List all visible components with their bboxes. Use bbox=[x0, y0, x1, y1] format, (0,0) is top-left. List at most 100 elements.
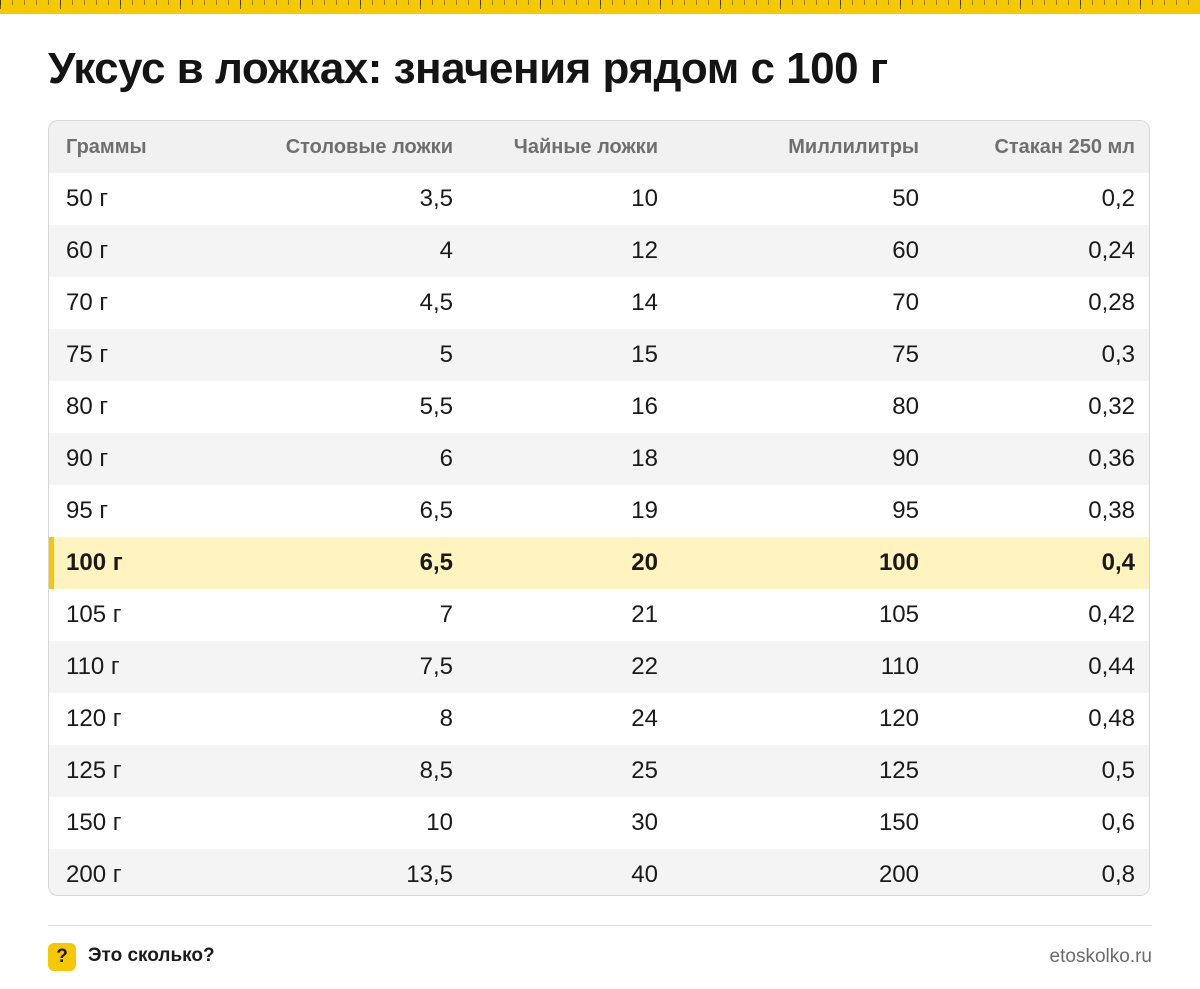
cell-teaspoons: 14 bbox=[469, 277, 674, 329]
highlight-marker bbox=[49, 537, 54, 589]
cell-value: 10 bbox=[631, 185, 658, 212]
cell-glass: 0,6 bbox=[935, 797, 1149, 849]
cell-value: 5 bbox=[439, 341, 453, 368]
cell-grams: 200 г bbox=[49, 849, 219, 895]
cell-milliliters: 60 bbox=[674, 225, 935, 277]
cell-value: 0,28 bbox=[1088, 289, 1135, 316]
cell-value: 5,5 bbox=[419, 393, 453, 420]
table-row: 70 г 4,5 14 70 0,28 bbox=[49, 277, 1149, 329]
cell-grams: 75 г bbox=[49, 329, 219, 381]
cell-grams: 50 г bbox=[49, 173, 219, 225]
cell-value: 13,5 bbox=[406, 861, 453, 888]
table-row: 200 г 13,5 40 200 0,8 bbox=[49, 849, 1149, 895]
cell-value: 80 г bbox=[66, 393, 109, 420]
table-row: 120 г 8 24 120 0,48 bbox=[49, 693, 1149, 745]
cell-tablespoons: 10 bbox=[219, 797, 469, 849]
cell-tablespoons: 8,5 bbox=[219, 745, 469, 797]
cell-glass: 0,42 bbox=[935, 589, 1149, 641]
cell-value: 0,48 bbox=[1088, 705, 1135, 732]
cell-value: 8 bbox=[439, 705, 453, 732]
table-row: 125 г 8,5 25 125 0,5 bbox=[49, 745, 1149, 797]
cell-teaspoons: 15 bbox=[469, 329, 674, 381]
cell-value: 0,5 bbox=[1101, 757, 1135, 784]
cell-value: 105 г bbox=[66, 601, 122, 628]
cell-tablespoons: 7 bbox=[219, 589, 469, 641]
cell-value: 120 г bbox=[66, 705, 122, 732]
cell-value: 14 bbox=[631, 289, 658, 316]
cell-value: 22 bbox=[631, 653, 658, 680]
cell-milliliters: 95 bbox=[674, 485, 935, 537]
cell-value: 0,3 bbox=[1101, 341, 1135, 368]
table-row: 90 г 6 18 90 0,36 bbox=[49, 433, 1149, 485]
cell-value: 19 bbox=[631, 497, 658, 524]
cell-value: 8,5 bbox=[419, 757, 453, 784]
cell-milliliters: 90 bbox=[674, 433, 935, 485]
cell-value: 0,32 bbox=[1088, 393, 1135, 420]
cell-glass: 0,8 bbox=[935, 849, 1149, 895]
cell-tablespoons: 8 bbox=[219, 693, 469, 745]
cell-value: 75 bbox=[892, 341, 919, 368]
cell-tablespoons: 7,5 bbox=[219, 641, 469, 693]
cell-value: 0,8 bbox=[1101, 861, 1135, 888]
cell-value: 12 bbox=[631, 237, 658, 264]
cell-value: 95 г bbox=[66, 497, 109, 524]
site-url[interactable]: etoskolko.ru bbox=[1049, 946, 1152, 967]
cell-tablespoons: 4 bbox=[219, 225, 469, 277]
cell-teaspoons: 21 bbox=[469, 589, 674, 641]
cell-value: 50 г bbox=[66, 185, 109, 212]
cell-value: 110 bbox=[880, 653, 919, 680]
cell-tablespoons: 13,5 bbox=[219, 849, 469, 895]
cell-glass: 0,28 bbox=[935, 277, 1149, 329]
cell-value: 18 bbox=[631, 445, 658, 472]
cell-teaspoons: 16 bbox=[469, 381, 674, 433]
cell-value: 95 bbox=[892, 497, 919, 524]
column-header-milliliters: Миллилитры bbox=[788, 135, 919, 158]
cell-milliliters: 105 bbox=[674, 589, 935, 641]
cell-value: 15 bbox=[631, 341, 658, 368]
cell-value: 110 г bbox=[66, 653, 120, 680]
ruler-stripe bbox=[0, 0, 1200, 14]
cell-tablespoons: 6,5 bbox=[219, 537, 469, 589]
cell-value: 0,38 bbox=[1088, 497, 1135, 524]
cell-glass: 0,38 bbox=[935, 485, 1149, 537]
table-row: 60 г 4 12 60 0,24 bbox=[49, 225, 1149, 277]
cell-value: 105 bbox=[878, 601, 919, 628]
cell-milliliters: 125 bbox=[674, 745, 935, 797]
cell-glass: 0,2 bbox=[935, 173, 1149, 225]
cell-value: 70 г bbox=[66, 289, 109, 316]
cell-grams: 80 г bbox=[49, 381, 219, 433]
cell-value: 150 bbox=[878, 809, 919, 836]
cell-grams: 60 г bbox=[49, 225, 219, 277]
cell-value: 10 bbox=[426, 809, 453, 836]
cell-milliliters: 150 bbox=[674, 797, 935, 849]
cell-milliliters: 110 bbox=[674, 641, 935, 693]
column-header-teaspoons: Чайные ложки bbox=[513, 135, 658, 158]
cell-value: 70 bbox=[892, 289, 919, 316]
cell-value: 21 bbox=[631, 601, 658, 628]
cell-milliliters: 200 bbox=[674, 849, 935, 895]
cell-value: 25 bbox=[631, 757, 658, 784]
brand-name: Это сколько? bbox=[88, 945, 215, 966]
table-row: 105 г 7 21 105 0,42 bbox=[49, 589, 1149, 641]
cell-grams: 70 г bbox=[49, 277, 219, 329]
cell-value: 100 bbox=[878, 549, 919, 576]
cell-value: 6 bbox=[439, 445, 453, 472]
cell-teaspoons: 24 bbox=[469, 693, 674, 745]
footer-divider bbox=[48, 925, 1152, 926]
page-title: Уксус в ложках: значения рядом с 100 г bbox=[48, 44, 888, 93]
cell-milliliters: 70 bbox=[674, 277, 935, 329]
cell-milliliters: 80 bbox=[674, 381, 935, 433]
cell-tablespoons: 3,5 bbox=[219, 173, 469, 225]
cell-value: 30 bbox=[631, 809, 658, 836]
cell-tablespoons: 5 bbox=[219, 329, 469, 381]
cell-milliliters: 50 bbox=[674, 173, 935, 225]
cell-value: 0,36 bbox=[1088, 445, 1135, 472]
cell-grams: 95 г bbox=[49, 485, 219, 537]
table-row: 75 г 5 15 75 0,3 bbox=[49, 329, 1149, 381]
cell-value: 200 bbox=[878, 861, 919, 888]
cell-tablespoons: 5,5 bbox=[219, 381, 469, 433]
cell-value: 125 bbox=[878, 757, 919, 784]
cell-value: 75 г bbox=[66, 341, 109, 368]
cell-value: 3,5 bbox=[419, 185, 453, 212]
cell-value: 20 bbox=[631, 549, 658, 576]
